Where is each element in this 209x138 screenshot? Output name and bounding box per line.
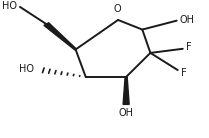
Text: O: O bbox=[113, 4, 121, 14]
Text: F: F bbox=[186, 42, 191, 52]
Text: HO: HO bbox=[19, 64, 34, 74]
Polygon shape bbox=[44, 23, 76, 50]
Text: F: F bbox=[181, 68, 186, 79]
Text: HO: HO bbox=[2, 1, 17, 11]
Text: OH: OH bbox=[180, 15, 195, 25]
Polygon shape bbox=[123, 77, 129, 104]
Text: OH: OH bbox=[119, 108, 134, 119]
